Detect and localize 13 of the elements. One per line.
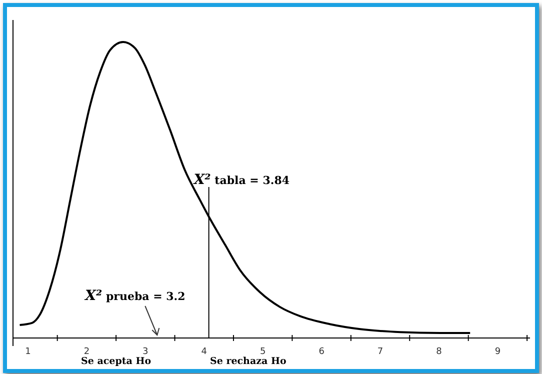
x-tick-label: 9: [494, 347, 501, 357]
x-tick-label: 4: [201, 347, 208, 357]
x-tick-label: 5: [260, 347, 266, 357]
x-tick-label: 8: [436, 347, 442, 357]
text: Se rechaza Ho: [210, 356, 286, 367]
x-tick-label: 6: [318, 347, 325, 357]
annotation: X² prueba = 3.2: [84, 288, 186, 304]
annotation: X² tabla = 3.84: [192, 172, 290, 188]
x-tick-label: 3: [142, 347, 148, 357]
x-tick-label: 7: [377, 347, 384, 357]
x-tick-label: 1: [25, 347, 31, 357]
x-tick-label: 2: [84, 347, 90, 357]
text: Se acepta Ho: [81, 356, 152, 367]
